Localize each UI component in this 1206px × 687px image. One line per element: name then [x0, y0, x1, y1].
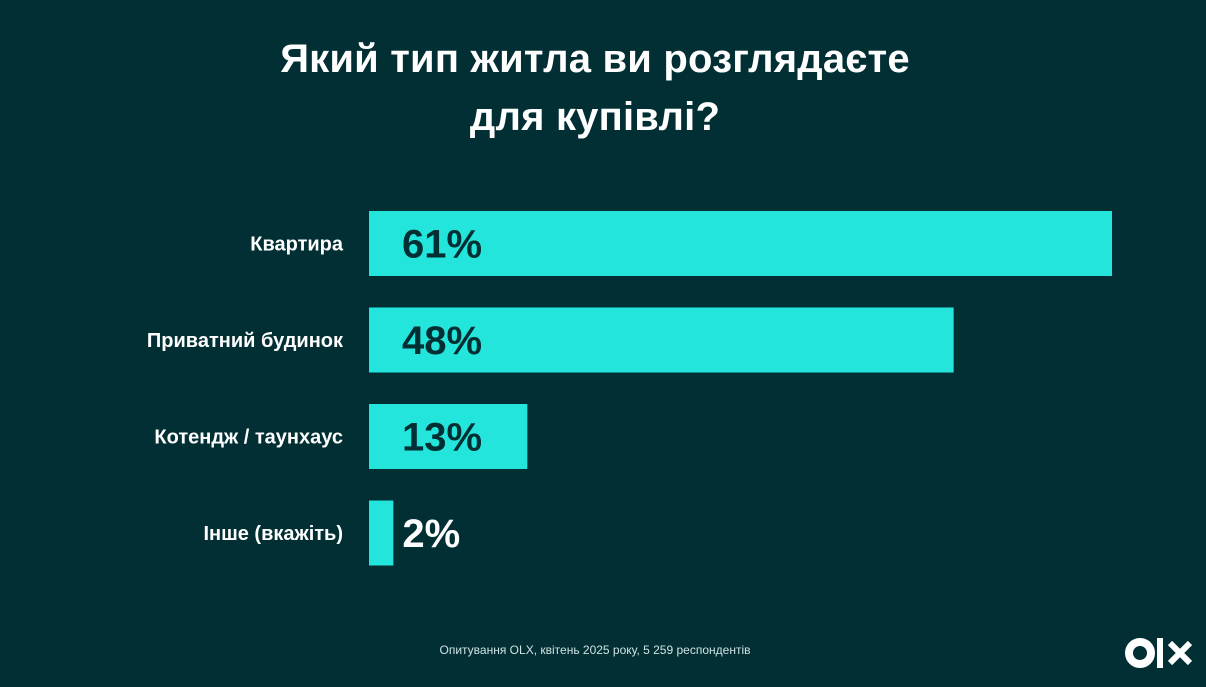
- bar-group: Квартира 61%: [250, 211, 1112, 276]
- olx-logo: [1125, 638, 1193, 668]
- bar: [369, 404, 528, 469]
- category-label: Квартира: [250, 234, 344, 256]
- value-label: 13%: [402, 416, 482, 460]
- value-label: 2%: [402, 512, 460, 556]
- value-label: 48%: [402, 319, 482, 363]
- bar-group: Котендж / таунхаус 13%: [154, 404, 528, 469]
- chart-title: Який тип житла ви розглядаєте для купівл…: [0, 30, 1190, 146]
- category-label: Приватний будинок: [147, 330, 344, 352]
- bar: [369, 500, 394, 566]
- chart-title-line-1: Який тип житла ви розглядаєте: [280, 37, 910, 81]
- value-label: 61%: [402, 223, 482, 267]
- category-label: Інше (вкажіть): [203, 523, 343, 545]
- bar: [369, 307, 954, 373]
- chart-title-line-2: для купівлі?: [469, 95, 721, 139]
- bar-group: Інше (вкажіть) 2%: [203, 500, 460, 566]
- category-label: Котендж / таунхаус: [154, 427, 343, 449]
- survey-footnote: Опитування OLX, квітень 2025 року, 5 259…: [439, 643, 751, 657]
- bar: [369, 211, 1112, 276]
- bar-group: Приватний будинок 48%: [147, 307, 954, 373]
